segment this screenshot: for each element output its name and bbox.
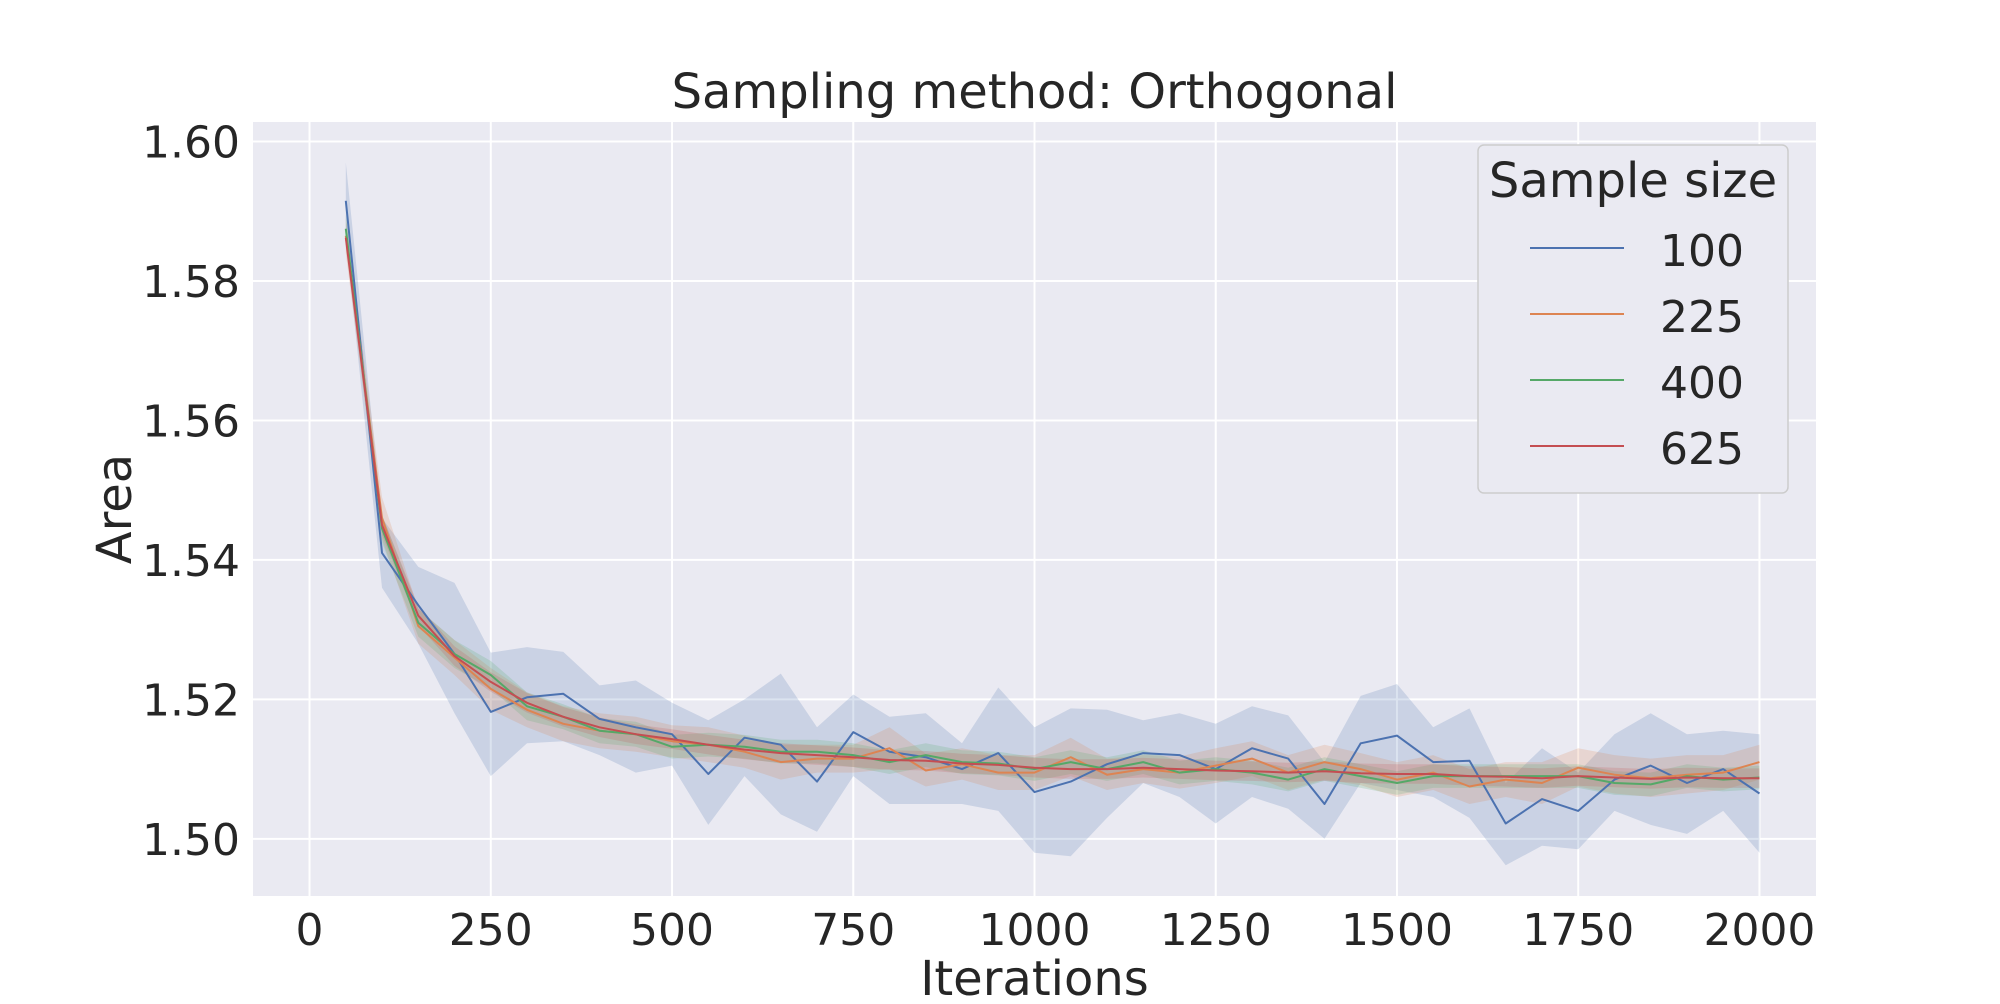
legend-box — [1477, 144, 1789, 494]
legend-label: 625 — [1660, 424, 1744, 475]
legend: Sample size 100 225 400 625 — [1477, 144, 1789, 494]
x-tick-label: 1750 — [1522, 905, 1634, 956]
legend-entry: 225 — [1530, 292, 1744, 343]
x-tick-label: 1000 — [979, 905, 1091, 956]
x-axis-label: Iterations — [920, 951, 1149, 1000]
legend-entry: 100 — [1530, 226, 1744, 277]
tick-labels: 0 250 500 750 1000 1250 1500 1750 2000 1.50 1.52 1.… — [142, 118, 1815, 956]
x-tick-label: 250 — [449, 905, 533, 956]
x-tick-label: 750 — [811, 905, 895, 956]
y-tick-label: 1.56 — [142, 396, 240, 447]
legend-label: 400 — [1660, 358, 1744, 409]
series-625-line — [344, 237, 1760, 780]
x-tick-label: 2000 — [1703, 905, 1815, 956]
legend-entries: 100 225 400 625 — [1530, 226, 1744, 475]
legend-label: 100 — [1660, 226, 1744, 277]
x-tick-label: 1250 — [1160, 905, 1272, 956]
legend-entry: 400 — [1530, 358, 1744, 409]
series-400-line — [344, 228, 1760, 786]
confidence-bands — [345, 162, 1760, 866]
legend-title: Sample size — [1489, 153, 1777, 209]
series-100-line — [344, 200, 1761, 825]
legend-label: 225 — [1660, 292, 1744, 343]
x-tick-label: 500 — [630, 905, 714, 956]
legend-entry: 625 — [1530, 424, 1744, 475]
x-tick-label: 1500 — [1341, 905, 1453, 956]
y-tick-label: 1.50 — [142, 815, 240, 866]
y-tick-label: 1.60 — [142, 118, 240, 169]
y-tick-label: 1.54 — [142, 536, 240, 587]
series-lines — [344, 200, 1761, 825]
chart-title: Sampling method: Orthogonal — [672, 64, 1398, 120]
y-axis-label: Area — [87, 454, 143, 564]
x-tick-label: 0 — [296, 905, 324, 956]
y-tick-label: 1.52 — [142, 675, 240, 726]
y-tick-label: 1.58 — [142, 257, 240, 308]
series-100-band — [345, 162, 1760, 866]
